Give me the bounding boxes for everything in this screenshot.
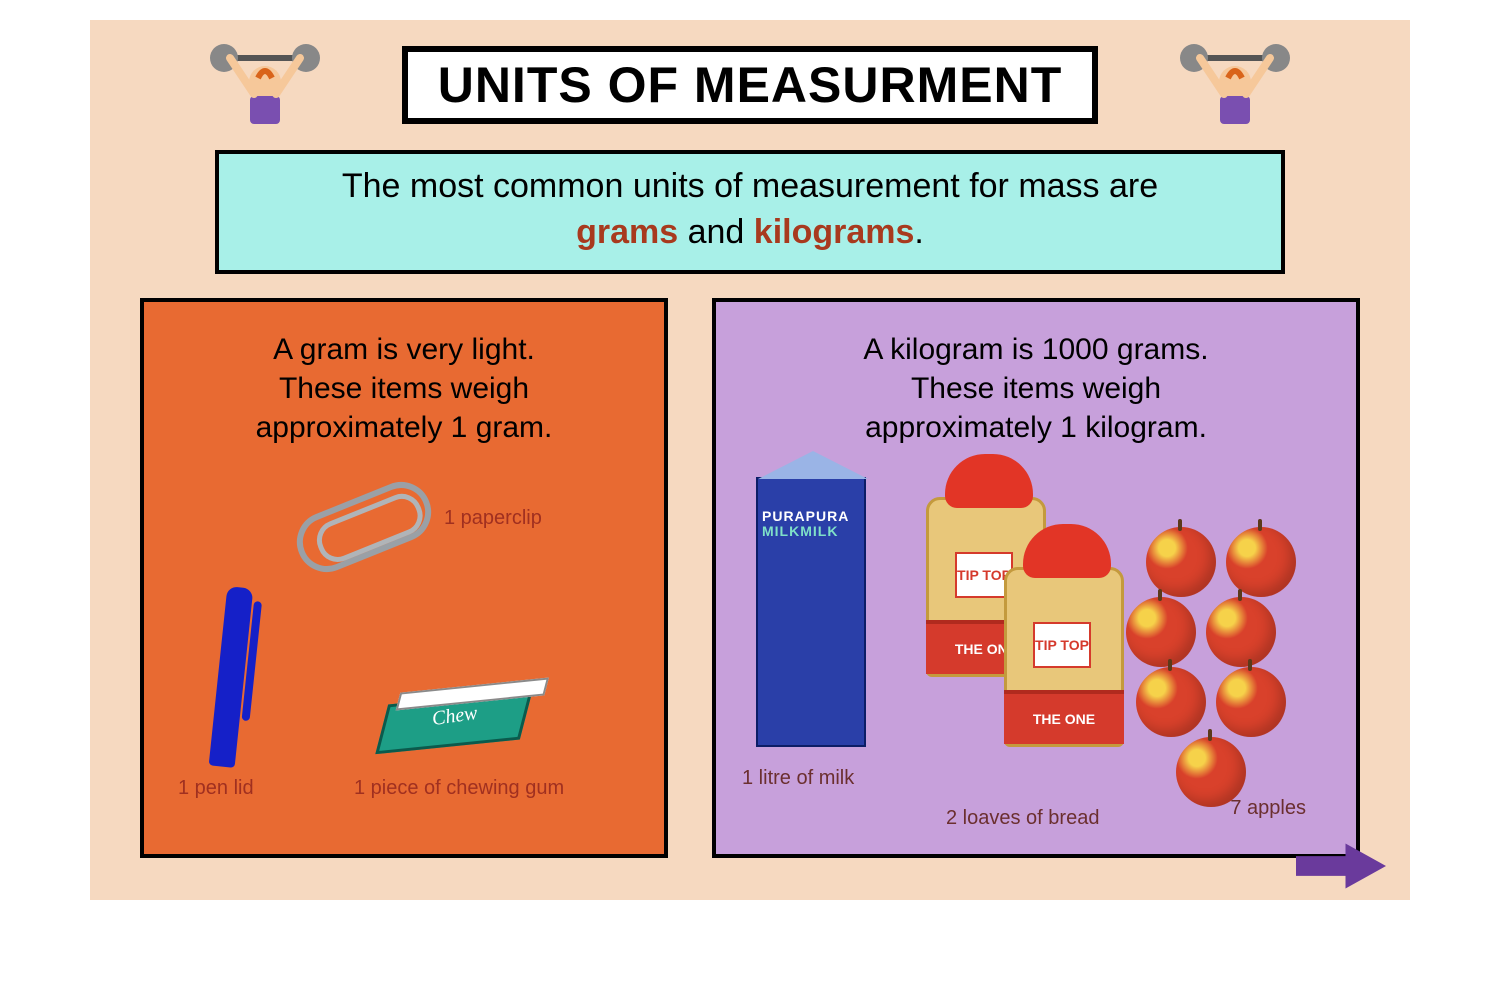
bread-label: 2 loaves of bread: [946, 807, 1099, 830]
penlid-label: 1 pen lid: [178, 777, 254, 800]
milk-brand: PURAPURA MILKMILK: [762, 509, 862, 540]
kilogram-items: PURAPURA MILKMILK 1 litre of milk TIP TO…: [736, 467, 1336, 847]
pen-lid-icon: [209, 586, 254, 768]
gram-items: 1 paperclip 1 pen lid Chew 1 piece of ch…: [164, 467, 644, 847]
weightlifter-left-icon: [210, 28, 320, 138]
milk-label: 1 litre of milk: [742, 767, 854, 790]
gram-heading-l1: A gram is very light.: [273, 333, 535, 366]
subtitle-tail: .: [914, 213, 923, 251]
gram-panel: A gram is very light. These items weigh …: [140, 298, 668, 858]
subtitle-box: The most common units of measurement for…: [215, 150, 1285, 274]
gram-heading-l2: These items weigh: [279, 372, 529, 405]
bread-loaf-2: TIP TOP THE ONE: [1004, 567, 1124, 747]
slide: UNITS OF MEASURMENT The most common unit…: [90, 20, 1410, 900]
gum-label: 1 piece of chewing gum: [354, 777, 564, 800]
kg-heading-l3: approximately 1 kilogram.: [865, 411, 1207, 444]
bread-tag-2: TIP TOP: [1033, 622, 1091, 668]
apples-label: 7 apples: [1230, 797, 1306, 820]
bread-icon: TIP TOP THE ONE TIP TOP THE ONE: [926, 487, 1126, 807]
apples-icon: [1126, 527, 1326, 807]
title-row: UNITS OF MEASURMENT: [120, 40, 1380, 130]
milk-brand-l1: PURAPURA: [762, 508, 849, 524]
keyword-kilograms: kilograms: [754, 213, 915, 251]
panels: A gram is very light. These items weigh …: [120, 298, 1380, 858]
subtitle-mid: and: [678, 213, 754, 251]
gram-heading: A gram is very light. These items weigh …: [164, 330, 644, 447]
gram-heading-l3: approximately 1 gram.: [256, 411, 553, 444]
milk-brand-l2: MILKMILK: [762, 523, 838, 539]
next-arrow-icon[interactable]: Next: [1296, 842, 1386, 890]
subtitle-line1: The most common units of measurement for…: [342, 167, 1158, 205]
bread-band-2: THE ONE: [1004, 690, 1124, 744]
kilogram-heading: A kilogram is 1000 grams. These items we…: [736, 330, 1336, 447]
kg-heading-l2: These items weigh: [911, 372, 1161, 405]
paperclip-label: 1 paperclip: [444, 507, 542, 530]
paperclip-icon: [288, 473, 440, 581]
page-title: UNITS OF MEASURMENT: [402, 46, 1099, 124]
keyword-grams: grams: [576, 213, 678, 251]
weightlifter-right-icon: [1180, 28, 1290, 138]
kg-heading-l1: A kilogram is 1000 grams.: [863, 333, 1208, 366]
kilogram-panel: A kilogram is 1000 grams. These items we…: [712, 298, 1360, 858]
